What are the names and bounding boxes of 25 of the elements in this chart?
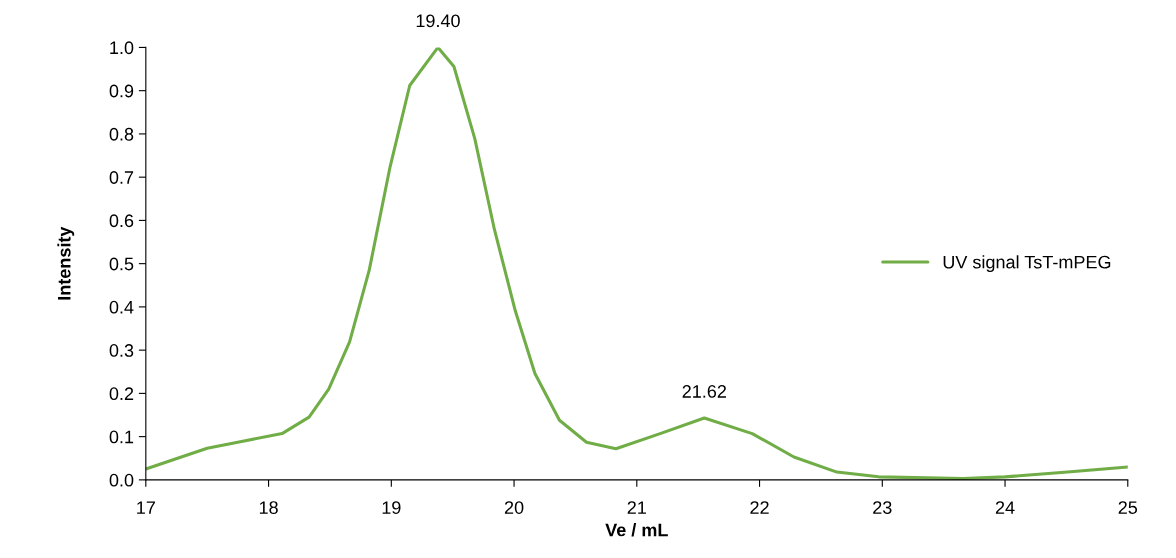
x-tick-label: 25 bbox=[1118, 501, 1138, 514]
x-tick-label: 17 bbox=[137, 501, 155, 514]
y-tick-label: 0.3 bbox=[109, 344, 134, 357]
x-tick-label: 20 bbox=[504, 501, 524, 514]
annotation: 19.40 bbox=[416, 14, 460, 28]
y-tick-label: 0.6 bbox=[109, 214, 134, 228]
y-tick-label: 0.8 bbox=[109, 127, 134, 141]
y-tick-label: 0.1 bbox=[109, 430, 134, 444]
y-axis-title: Intensity bbox=[57, 226, 75, 300]
y-tick-label: 0.4 bbox=[109, 300, 134, 314]
annotation: 21.62 bbox=[682, 385, 726, 398]
legend-label: UV signal TsT-mPEG bbox=[943, 255, 1111, 273]
y-tick-label: 0.2 bbox=[109, 387, 134, 401]
x-tick-label: 21 bbox=[627, 501, 646, 514]
y-tick-label: 0.5 bbox=[109, 257, 134, 271]
y-tick-label: 0.0 bbox=[109, 473, 134, 487]
x-tick-label: 19 bbox=[382, 501, 401, 514]
y-tick-label: 0.9 bbox=[109, 84, 134, 98]
x-tick-label: 18 bbox=[259, 501, 278, 514]
x-tick-label: 24 bbox=[995, 501, 1015, 514]
y-tick-label: 1.0 bbox=[110, 41, 134, 55]
y-tick-label: 0.7 bbox=[109, 171, 134, 184]
x-axis-title: Ve / mL bbox=[605, 523, 668, 537]
x-tick-label: 23 bbox=[873, 501, 892, 514]
x-tick-label: 22 bbox=[750, 501, 769, 514]
